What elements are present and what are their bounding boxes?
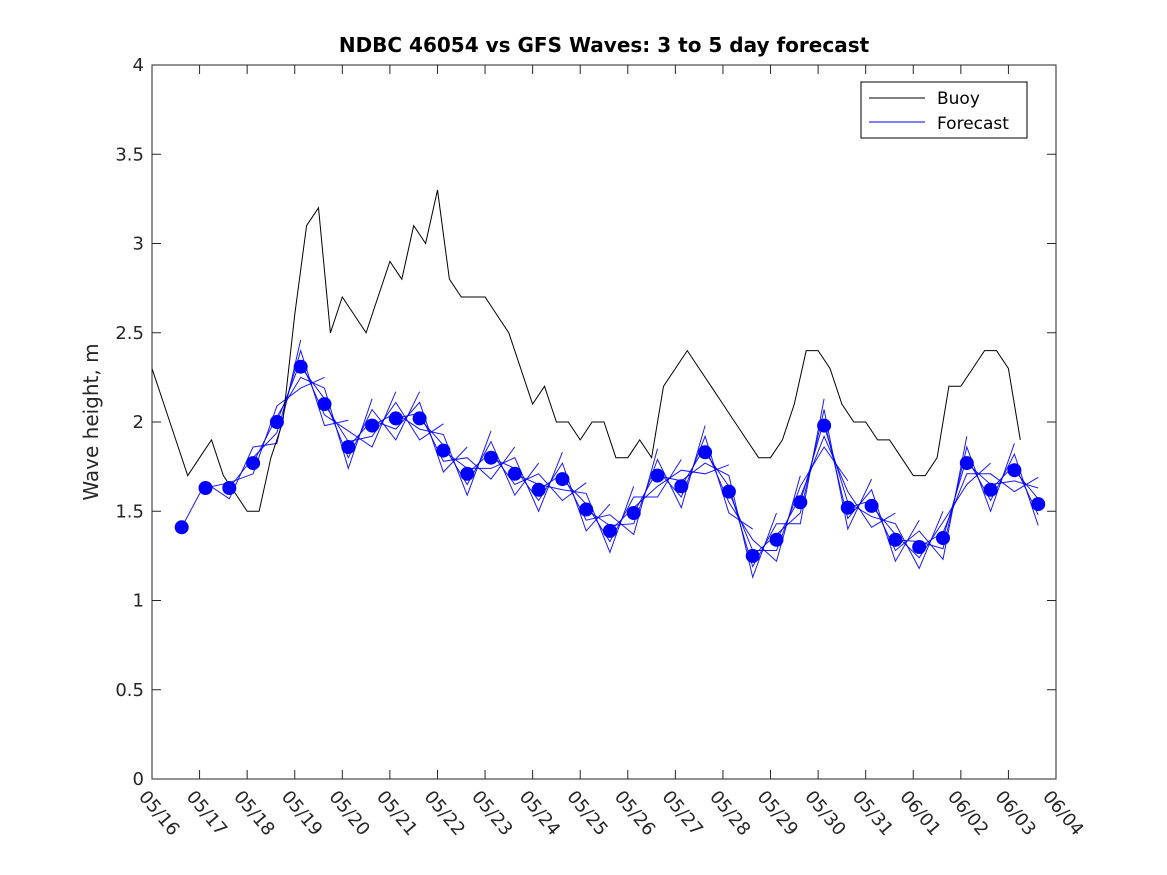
forecast-point (246, 456, 261, 471)
forecast-point (412, 411, 427, 426)
forecast-point (507, 466, 522, 481)
forecast-point (436, 443, 451, 458)
series-layer (151, 189, 1046, 563)
forecast-point (317, 397, 332, 412)
y-tick-label: 2.5 (115, 323, 144, 344)
y-tick-label: 4 (133, 55, 144, 76)
forecast-point (626, 506, 641, 520)
legend-box (860, 81, 1028, 139)
x-tick-label: 06/03 (991, 787, 1040, 840)
forecast-point (174, 520, 189, 535)
forecast-point (388, 411, 403, 426)
x-tick-label: 05/30 (800, 787, 849, 840)
legend-label-buoy: Buoy (937, 89, 980, 109)
y-tick-label: 1.5 (115, 501, 144, 522)
forecast-point (293, 359, 308, 374)
x-tick-label: 05/20 (324, 787, 373, 840)
y-tick-label: 3 (133, 234, 144, 255)
forecast-point (531, 482, 546, 497)
forecast-point (365, 418, 380, 433)
forecast-point (1007, 463, 1022, 478)
forecast-point (602, 523, 617, 538)
x-tick-label: 05/21 (372, 787, 421, 840)
forecast-point (983, 482, 998, 497)
forecast-point (864, 498, 879, 513)
forecast-point (555, 472, 570, 487)
forecast-point (936, 531, 950, 545)
forecast-point (1031, 497, 1046, 512)
x-tick-label: 06/02 (943, 787, 992, 840)
y-tick-label: 0.5 (115, 680, 144, 701)
forecast-point (888, 532, 903, 547)
x-tick-label: 05/19 (277, 787, 326, 840)
chart-title: NDBC 46054 vs GFS Waves: 3 to 5 day fore… (339, 33, 870, 57)
y-tick-label: 0 (133, 769, 144, 790)
forecast-point (484, 450, 498, 465)
forecast-point (769, 532, 784, 547)
x-tick-label: 05/28 (705, 787, 754, 840)
series-line-buoy (151, 189, 1021, 512)
forecast-point (840, 500, 855, 515)
x-tick-label: 05/29 (753, 787, 802, 840)
forecast-run-line (942, 452, 1039, 539)
forecast-point (341, 440, 356, 454)
forecast-point (721, 484, 736, 499)
forecast-point (817, 418, 832, 433)
y-tick-label: 1 (133, 591, 144, 612)
forecast-point (650, 468, 665, 483)
forecast-point (269, 415, 284, 429)
forecast-point (912, 540, 927, 554)
x-tick-label: 05/25 (562, 787, 611, 840)
legend: Buoy Forecast (860, 81, 1028, 139)
x-tick-label: 05/22 (420, 787, 469, 840)
forecast-point (222, 481, 237, 495)
forecast-point (198, 481, 213, 495)
forecast-point (698, 445, 713, 460)
x-tick-label: 05/31 (848, 787, 897, 840)
x-tick-label: 05/27 (658, 787, 707, 840)
x-tick-label: 05/18 (229, 787, 278, 840)
forecast-point (793, 495, 808, 510)
y-tick-label: 3.5 (115, 144, 144, 165)
forecast-point (745, 548, 760, 563)
forecast-point (579, 502, 594, 517)
y-tick-label: 2 (133, 412, 144, 433)
x-tick-label: 06/04 (1038, 787, 1087, 840)
forecast-point (959, 456, 974, 471)
forecast-point (460, 466, 475, 481)
legend-label-forecast: Forecast (937, 114, 1009, 134)
x-tick-label: 05/16 (134, 787, 183, 840)
x-tick-label: 06/01 (895, 787, 944, 840)
x-tick-label: 05/24 (515, 787, 564, 840)
x-tick-label: 05/23 (467, 787, 516, 840)
x-tick-label: 05/26 (610, 787, 659, 840)
x-tick-label: 05/17 (182, 787, 231, 840)
forecast-point (674, 479, 689, 494)
y-axis-label: Wave height, m (79, 343, 103, 500)
